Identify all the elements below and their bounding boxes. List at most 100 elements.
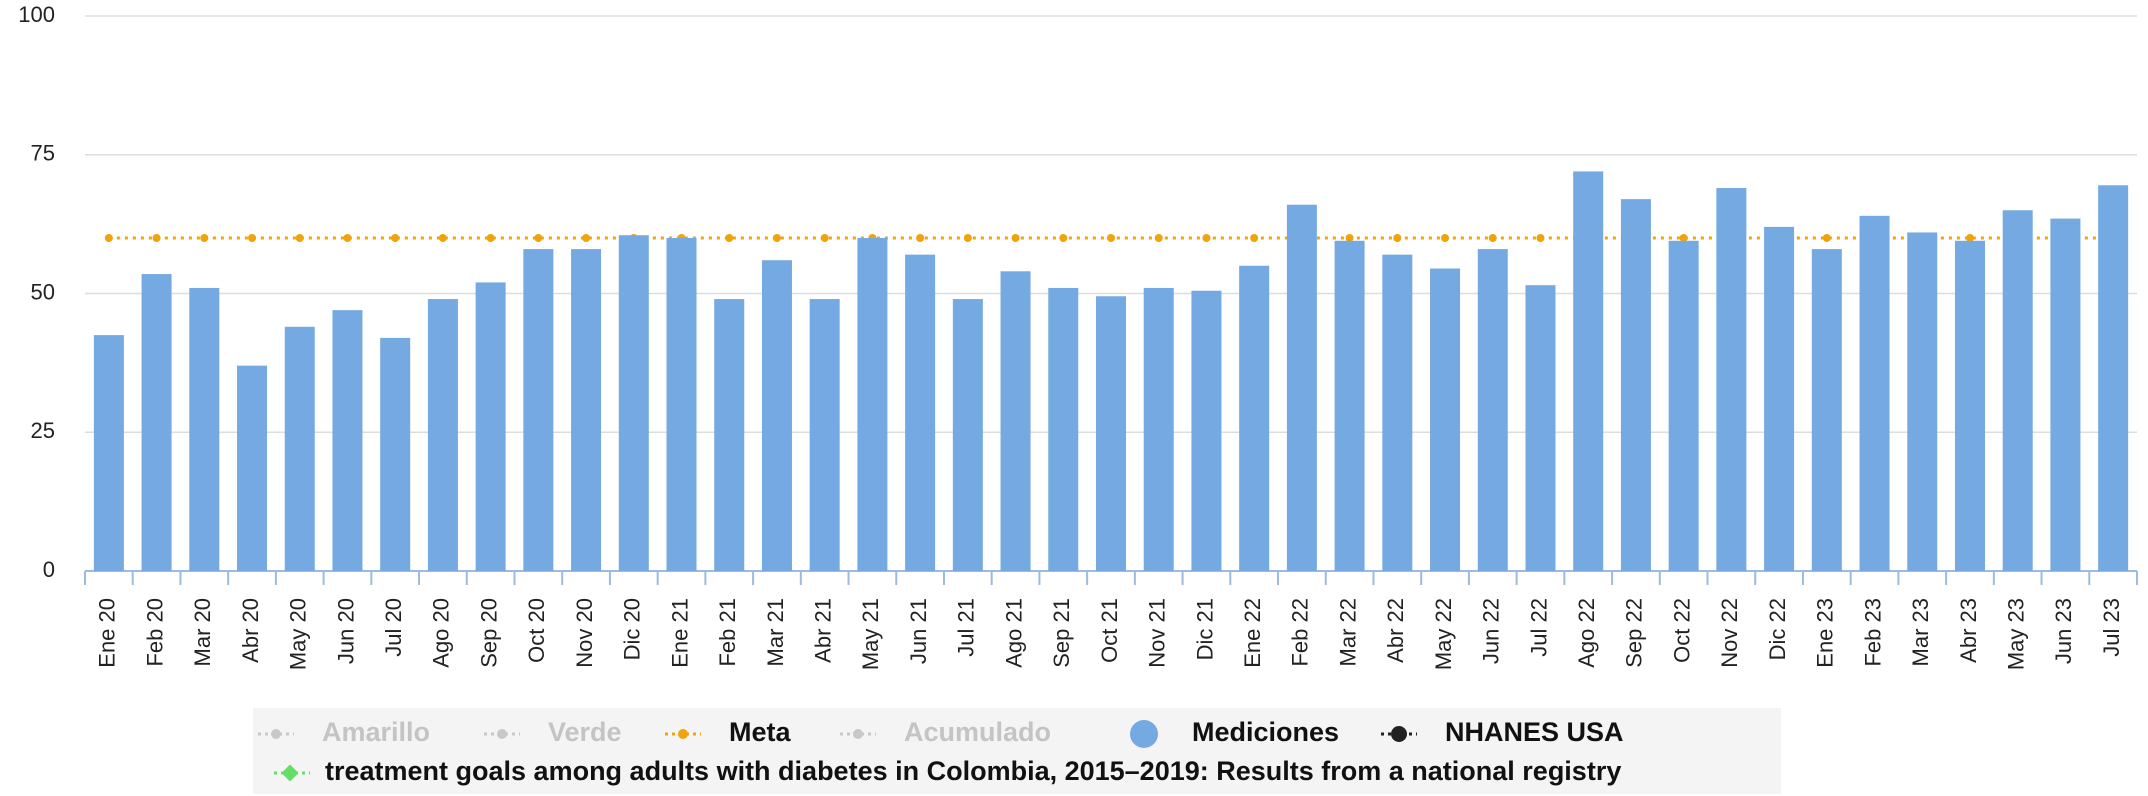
y-tick-label: 75 xyxy=(31,141,55,166)
x-tick-label: Jul 20 xyxy=(381,598,406,657)
x-tick-label: Jul 23 xyxy=(2099,598,2124,657)
bar xyxy=(1620,199,1651,571)
x-tick-label: Ene 21 xyxy=(667,598,692,668)
x-tick-label: Oct 20 xyxy=(524,598,549,663)
target-point xyxy=(1965,234,1974,242)
target-point xyxy=(391,234,400,242)
x-tick-label: Dic 22 xyxy=(1765,598,1790,660)
x-tick-label: Jul 22 xyxy=(1526,598,1551,657)
bar xyxy=(857,238,888,571)
legend-label: Verde xyxy=(548,717,622,747)
target-point xyxy=(104,234,113,242)
x-tick-label: Feb 21 xyxy=(715,598,740,667)
bar xyxy=(1334,240,1365,571)
bar xyxy=(1191,290,1222,571)
target-point xyxy=(1488,234,1497,242)
target-point xyxy=(486,234,495,242)
x-tick-label: Sep 20 xyxy=(476,598,501,668)
target-point xyxy=(582,234,591,242)
x-tick-label: Ene 23 xyxy=(1813,598,1838,668)
bar xyxy=(1525,285,1556,571)
target-point xyxy=(820,234,829,242)
y-tick-label: 100 xyxy=(18,2,55,27)
x-tick-label: Nov 20 xyxy=(572,598,597,668)
bar xyxy=(189,287,220,571)
x-tick-label: Mar 21 xyxy=(763,598,788,666)
x-tick-label: Abr 21 xyxy=(810,598,835,663)
bar xyxy=(93,335,124,571)
x-tick-label: Jun 23 xyxy=(2051,598,2076,664)
x-tick-label: Oct 22 xyxy=(1669,598,1694,663)
legend-label: Amarillo xyxy=(322,717,430,747)
x-tick-label: Mar 22 xyxy=(1335,598,1360,666)
bar xyxy=(1716,188,1747,572)
x-tick-label: Ago 22 xyxy=(1574,598,1599,668)
bar xyxy=(2050,218,2081,571)
bar xyxy=(2002,210,2033,571)
bar xyxy=(1477,249,1508,571)
target-point xyxy=(1345,234,1354,242)
x-tick-label: Abr 23 xyxy=(1956,598,1981,663)
target-point xyxy=(916,234,925,242)
x-tick-label: Mar 23 xyxy=(1908,598,1933,666)
target-point xyxy=(1679,234,1688,242)
x-tick-label: Mar 20 xyxy=(190,598,215,666)
target-point xyxy=(1202,234,1211,242)
legend-marker xyxy=(1391,726,1407,742)
bar xyxy=(1239,265,1270,571)
bar xyxy=(905,254,936,571)
x-tick-label: Dic 21 xyxy=(1192,598,1217,660)
legend-label: NHANES USA xyxy=(1445,717,1624,747)
x-tick-label: Nov 21 xyxy=(1145,598,1170,668)
target-point xyxy=(200,234,209,242)
bar xyxy=(1668,240,1699,571)
bar xyxy=(237,365,268,571)
x-tick-label: May 20 xyxy=(286,598,311,670)
bar xyxy=(1954,240,1985,571)
x-tick-label: Dic 20 xyxy=(620,598,645,660)
target-point xyxy=(772,234,781,242)
target-point xyxy=(725,234,734,242)
x-tick-label: Jun 21 xyxy=(906,598,931,664)
bar xyxy=(666,238,697,571)
target-point xyxy=(343,234,352,242)
bar xyxy=(1907,232,1938,571)
bar xyxy=(332,310,363,571)
y-tick-label: 50 xyxy=(31,279,55,304)
legend-marker xyxy=(1130,720,1158,748)
bar xyxy=(809,299,840,571)
target-point xyxy=(295,234,304,242)
bar xyxy=(2098,185,2129,571)
target-point xyxy=(248,234,257,242)
target-point xyxy=(534,234,543,242)
bar xyxy=(1143,287,1174,571)
bar xyxy=(1382,254,1413,571)
x-tick-label: Ene 22 xyxy=(1240,598,1265,668)
bar xyxy=(1048,287,1079,571)
bar xyxy=(1811,249,1842,571)
x-tick-label: Jun 20 xyxy=(333,598,358,664)
legend-box xyxy=(253,708,1781,794)
x-tick-label: May 23 xyxy=(2004,598,2029,670)
target-point xyxy=(1393,234,1402,242)
bar xyxy=(1000,271,1031,571)
x-tick-label: Ago 20 xyxy=(429,598,454,668)
legend-marker xyxy=(281,764,299,782)
bar xyxy=(427,299,458,571)
bar xyxy=(1764,226,1795,571)
bar xyxy=(1096,296,1126,571)
target-point xyxy=(1441,234,1450,242)
legend-label: Mediciones xyxy=(1192,717,1339,747)
x-tick-label: Abr 20 xyxy=(238,598,263,663)
bar xyxy=(1573,171,1604,571)
bar xyxy=(284,326,315,571)
legend-marker xyxy=(678,729,688,739)
bar xyxy=(714,299,745,571)
legend-marker xyxy=(853,729,863,739)
x-tick-label: Feb 20 xyxy=(142,598,167,667)
target-point xyxy=(152,234,161,242)
bar xyxy=(380,337,411,571)
bar xyxy=(523,249,554,571)
target-point xyxy=(1154,234,1163,242)
x-tick-label: Ene 20 xyxy=(95,598,120,668)
